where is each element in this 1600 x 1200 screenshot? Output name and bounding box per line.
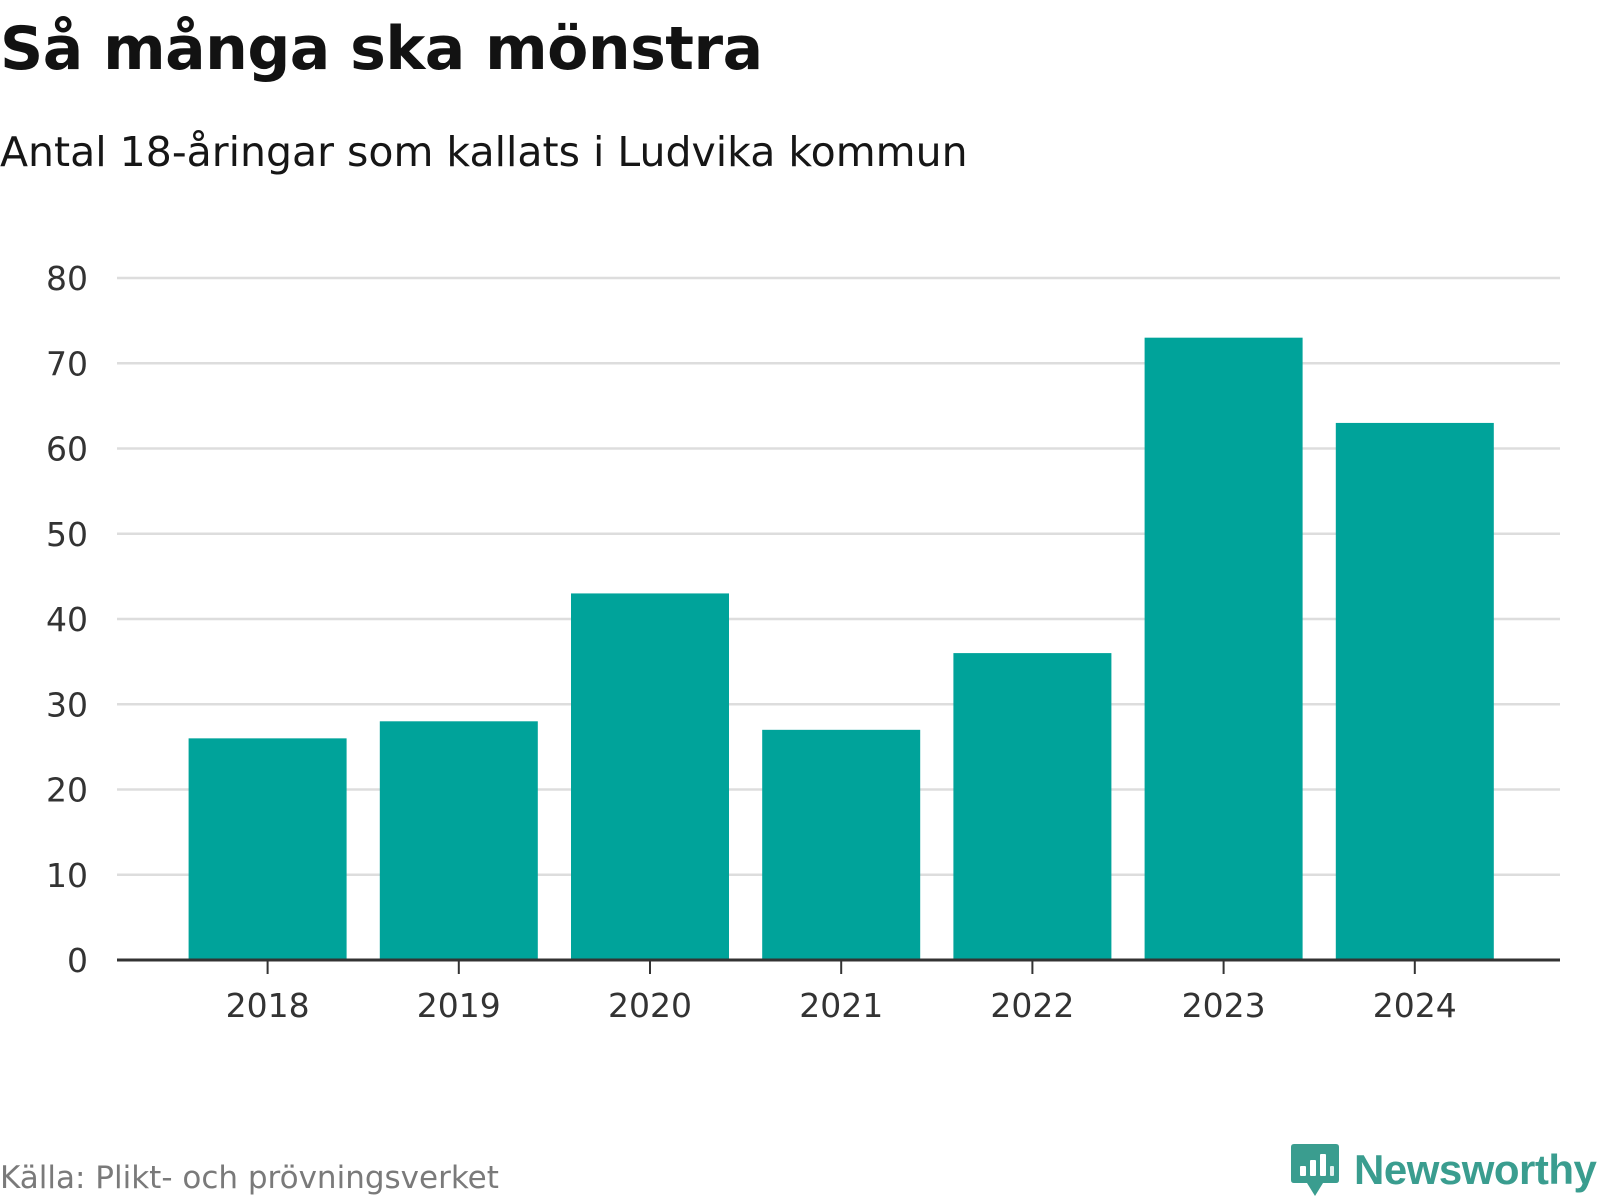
y-tick-label: 10 — [46, 856, 88, 895]
bar-2023 — [1144, 337, 1303, 960]
newsworthy-logo-icon — [1291, 1144, 1339, 1196]
chart-subtitle: Antal 18-åringar som kallats i Ludvika k… — [0, 128, 968, 176]
y-tick-label: 80 — [46, 259, 88, 298]
chart-title: Så många ska mönstra — [0, 14, 763, 84]
y-axis-tick-labels: 0 10 20 30 40 50 60 70 80 — [46, 259, 88, 980]
y-tick-label: 40 — [46, 600, 88, 639]
x-axis-tick-labels: 2018 2019 2020 2021 2022 2023 2024 — [226, 986, 1457, 1025]
bar-2018 — [188, 738, 347, 960]
y-tick-label: 30 — [46, 685, 88, 724]
brand-logo: Newsworthy — [1290, 1142, 1597, 1198]
grid-lines — [117, 276, 1560, 876]
x-tick-label: 2023 — [1182, 986, 1266, 1025]
bar-2024 — [1335, 422, 1494, 960]
x-tick-label: 2019 — [417, 986, 501, 1025]
x-tick-label: 2020 — [608, 986, 692, 1025]
x-tick-label: 2021 — [799, 986, 883, 1025]
x-tick-label: 2018 — [226, 986, 310, 1025]
y-tick-label: 60 — [46, 430, 88, 469]
brand-name: Newsworthy — [1354, 1146, 1597, 1193]
y-tick-label: 70 — [46, 344, 88, 383]
y-tick-label: 50 — [46, 515, 88, 554]
bars — [188, 337, 1494, 960]
bar-2019 — [379, 721, 538, 960]
bar-2021 — [762, 729, 921, 960]
y-tick-label: 0 — [67, 941, 88, 980]
x-axis — [117, 958, 1560, 974]
bar-2022 — [953, 653, 1112, 960]
x-tick-label: 2024 — [1373, 986, 1457, 1025]
x-tick-label: 2022 — [990, 986, 1074, 1025]
source-note: Källa: Plikt- och prövningsverket — [0, 1160, 499, 1196]
bar-2020 — [571, 593, 729, 960]
y-tick-label: 20 — [46, 771, 88, 810]
